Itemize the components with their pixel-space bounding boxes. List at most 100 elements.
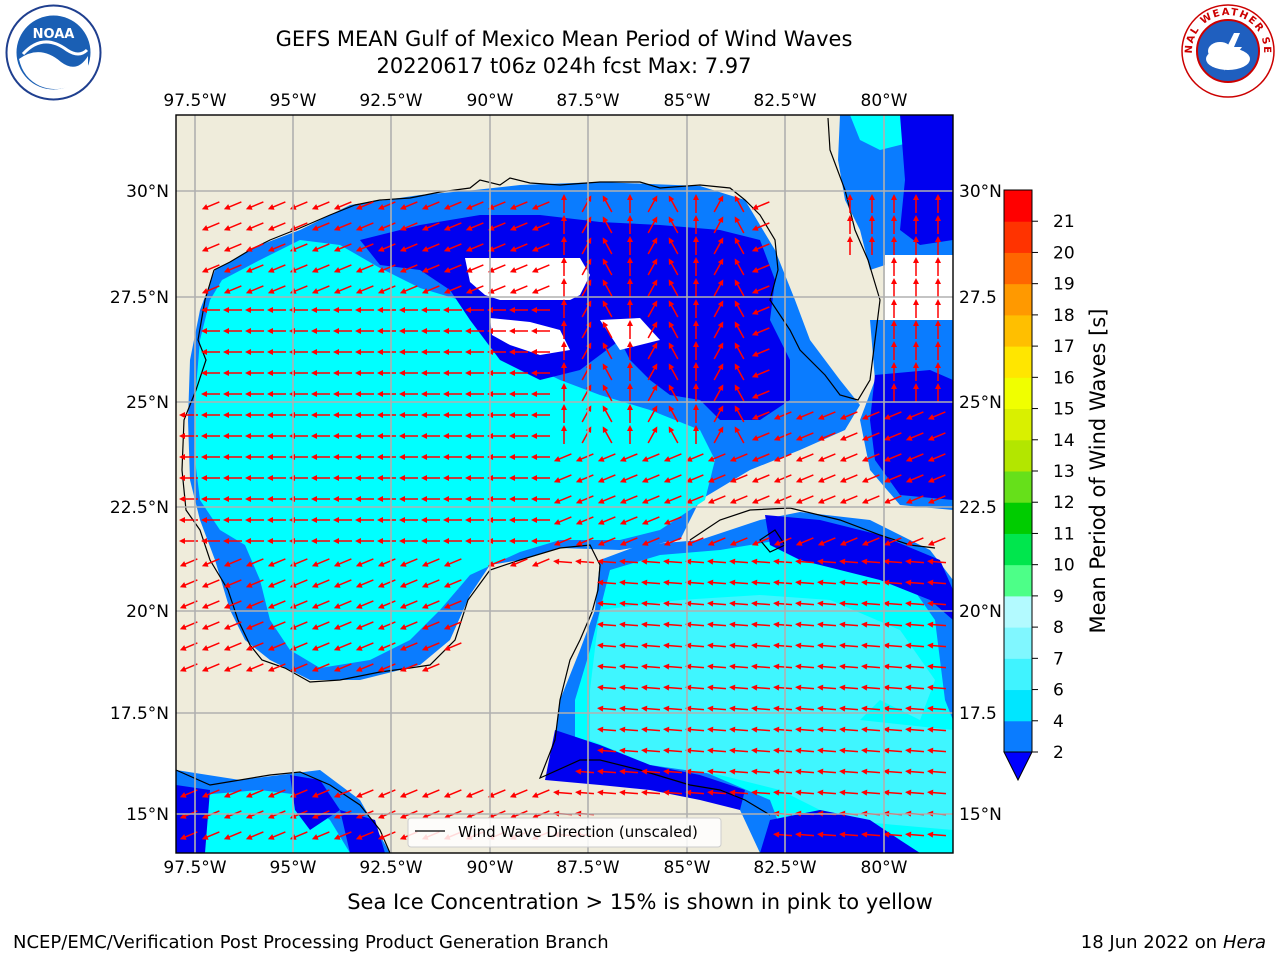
wind-wave-arrow bbox=[905, 453, 924, 462]
wind-wave-arrow bbox=[927, 432, 946, 441]
wind-wave-arrow bbox=[355, 831, 374, 840]
lat-tick-label-right: 20°N bbox=[959, 602, 1002, 622]
wind-wave-arrow bbox=[333, 307, 352, 313]
wind-wave-arrow bbox=[509, 391, 528, 397]
wind-wave-arrow bbox=[531, 222, 550, 231]
wind-wave-arrow bbox=[223, 600, 242, 609]
wind-wave-arrow bbox=[421, 517, 440, 523]
wind-wave-arrow bbox=[927, 831, 947, 838]
wind-wave-arrow bbox=[443, 222, 462, 231]
wind-wave-arrow bbox=[627, 257, 633, 276]
wind-wave-arrow bbox=[729, 537, 748, 546]
wind-wave-arrow bbox=[465, 222, 484, 231]
colorbar-segment bbox=[1004, 689, 1032, 722]
wind-wave-arrow bbox=[693, 320, 699, 339]
wind-wave-arrow bbox=[751, 537, 770, 546]
wind-wave-arrow bbox=[927, 453, 946, 462]
wind-wave-arrow bbox=[245, 663, 264, 672]
wind-wave-arrow bbox=[465, 349, 484, 355]
wind-wave-arrow bbox=[399, 307, 418, 313]
wind-wave-arrow bbox=[355, 600, 374, 609]
wind-wave-arrow bbox=[668, 384, 679, 402]
wind-wave-arrow bbox=[245, 370, 264, 376]
wind-wave-arrow bbox=[751, 201, 770, 210]
wind-wave-arrow bbox=[839, 768, 859, 775]
wind-wave-arrow bbox=[602, 426, 613, 444]
wind-wave-arrow bbox=[883, 495, 902, 504]
wind-wave-arrow bbox=[201, 621, 220, 630]
wind-wave-arrow bbox=[267, 642, 286, 651]
colorbar-segment bbox=[1004, 627, 1032, 659]
wind-wave-arrow bbox=[861, 495, 880, 504]
wind-wave-arrow bbox=[891, 236, 897, 255]
wind-wave-arrow bbox=[597, 516, 616, 525]
wind-wave-arrow bbox=[245, 496, 264, 502]
lat-tick-label-right: 17.5 bbox=[959, 704, 997, 724]
colorbar-segment bbox=[1004, 439, 1032, 472]
wind-wave-arrow bbox=[267, 370, 286, 376]
colorbar: 2 4 6 7 8 9 10 11 12 13 14 15 16 17 18 19 20 21 bbox=[1003, 189, 1075, 782]
wind-wave-arrow bbox=[531, 789, 550, 798]
wind-wave-arrow bbox=[561, 278, 567, 297]
wind-wave-arrow bbox=[795, 579, 815, 586]
wind-wave-arrow bbox=[311, 222, 330, 231]
wind-wave-arrow bbox=[421, 538, 440, 544]
lon-tick-label-top: 90°W bbox=[467, 91, 514, 111]
wind-wave-arrow bbox=[421, 558, 440, 567]
wind-wave-arrow bbox=[531, 370, 550, 376]
wind-wave-arrow bbox=[713, 195, 724, 213]
wind-wave-arrow bbox=[223, 264, 242, 273]
wind-wave-arrow bbox=[245, 538, 264, 544]
wind-wave-arrow bbox=[861, 621, 881, 628]
wind-wave-arrow bbox=[465, 201, 484, 210]
wind-wave-arrow bbox=[883, 537, 902, 546]
wind-wave-arrow bbox=[443, 201, 462, 210]
wind-wave-arrow bbox=[333, 621, 352, 630]
wind-wave-arrow bbox=[399, 433, 418, 439]
wind-wave-arrow bbox=[839, 684, 859, 691]
wind-wave-arrow bbox=[707, 747, 727, 754]
wind-wave-arrow bbox=[509, 538, 528, 544]
wind-wave-arrow bbox=[663, 705, 683, 712]
wind-wave-arrow bbox=[377, 201, 396, 210]
wind-wave-arrow bbox=[773, 495, 792, 504]
lon-tick-label-bottom: 95°W bbox=[270, 858, 317, 878]
wind-wave-arrow bbox=[861, 768, 881, 775]
wind-wave-arrow bbox=[201, 307, 220, 313]
wind-wave-arrow bbox=[355, 496, 374, 502]
wind-wave-arrow bbox=[861, 789, 881, 796]
colorbar-tick-label: 20 bbox=[1053, 243, 1075, 263]
wind-wave-arrow bbox=[267, 222, 286, 231]
wind-wave-arrow bbox=[668, 258, 679, 276]
wind-wave-arrow bbox=[647, 384, 658, 402]
wind-wave-arrow bbox=[861, 537, 880, 546]
wind-wave-arrow bbox=[751, 558, 771, 565]
wind-wave-arrow bbox=[935, 383, 941, 402]
wind-wave-arrow bbox=[267, 201, 286, 210]
wind-wave-arrow bbox=[641, 600, 661, 607]
wind-wave-arrow bbox=[734, 342, 745, 360]
wind-wave-arrow bbox=[913, 383, 919, 402]
wind-wave-arrow bbox=[773, 558, 793, 565]
wind-wave-arrow bbox=[311, 285, 330, 294]
wind-wave-arrow bbox=[531, 264, 550, 273]
wind-wave-arrow bbox=[751, 411, 770, 420]
wind-wave-arrow bbox=[421, 433, 440, 439]
wind-wave-arrow bbox=[245, 789, 264, 798]
wind-wave-arrow bbox=[575, 453, 594, 462]
wind-wave-arrow bbox=[355, 307, 374, 313]
wind-wave-arrow bbox=[597, 663, 617, 670]
wind-wave-arrow bbox=[465, 538, 484, 544]
wind-wave-arrow bbox=[839, 621, 859, 628]
wind-wave-arrow bbox=[817, 579, 837, 586]
wind-wave-arrow bbox=[443, 789, 462, 798]
wind-wave-arrow bbox=[707, 789, 727, 796]
wind-wave-arrow bbox=[333, 454, 352, 460]
wind-wave-arrow bbox=[817, 831, 837, 838]
wind-wave-arrow bbox=[883, 474, 902, 483]
wind-wave-arrow bbox=[751, 684, 771, 691]
wind-wave-arrow bbox=[935, 194, 941, 213]
wind-wave-arrow bbox=[399, 579, 418, 588]
wind-wave-arrow bbox=[443, 579, 462, 588]
